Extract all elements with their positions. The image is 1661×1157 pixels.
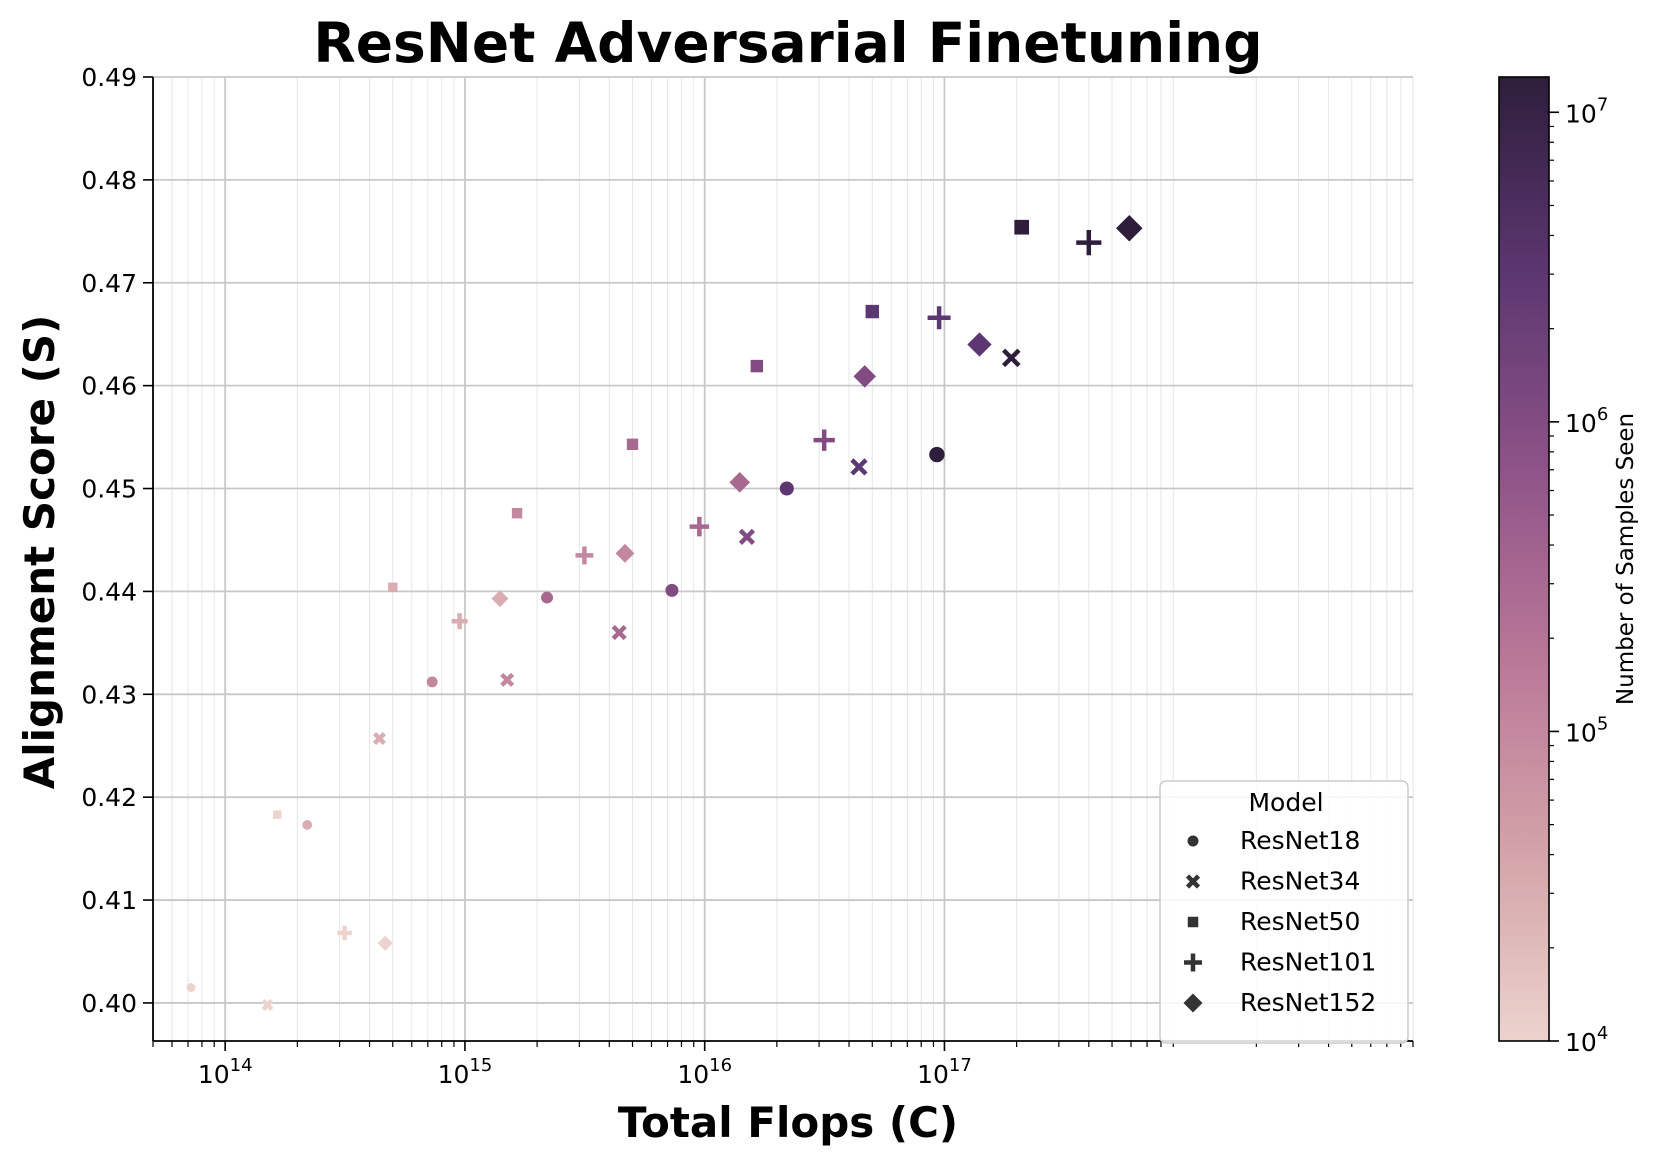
y-tick-label: 0.46 [81, 372, 137, 401]
y-tick-label: 0.40 [81, 989, 137, 1018]
legend-marker [1187, 916, 1199, 928]
data-point [426, 676, 438, 688]
data-point [377, 935, 393, 951]
y-tick-label: 0.43 [81, 680, 137, 709]
data-point [451, 613, 468, 630]
y-tick-label: 0.41 [81, 886, 137, 915]
x-axis-label: Total Flops (C) [618, 1098, 958, 1147]
legend-label: ResNet152 [1240, 988, 1376, 1017]
y-axis-label: Alignment Score (S) [15, 315, 64, 790]
data-point [273, 810, 282, 819]
data-point [1076, 230, 1102, 256]
x-tick-label: 1017 [917, 1055, 972, 1089]
data-point [1001, 348, 1021, 368]
colorbar-tick-label: 104 [1565, 1023, 1608, 1057]
legend-marker [1185, 874, 1201, 889]
data-point [738, 528, 756, 545]
legend-label: ResNet34 [1240, 867, 1360, 896]
y-tick-label: 0.48 [81, 166, 137, 195]
legend-marker [1187, 835, 1199, 847]
data-point [1115, 214, 1143, 242]
legend-title: Model [1248, 788, 1323, 817]
data-point [929, 446, 945, 463]
legend: Model ResNet18 ResNet34 ResNet50 ResNet101 R… [1159, 780, 1409, 1044]
y-tick-label: 0.49 [81, 63, 137, 92]
y-tick-label: 0.42 [81, 783, 137, 812]
legend-marker [1183, 993, 1203, 1013]
data-point [689, 516, 710, 537]
data-point [729, 472, 751, 493]
data-point [865, 304, 879, 319]
legend-label: ResNet50 [1240, 907, 1360, 936]
data-point [261, 998, 274, 1011]
data-point [611, 625, 627, 641]
data-points [186, 214, 1143, 1011]
colorbar-tick-label: 105 [1565, 713, 1608, 747]
data-point [1014, 219, 1030, 235]
data-point [511, 508, 523, 519]
x-tick-label: 1016 [677, 1055, 732, 1089]
colorbar: Number of Samples Seen 104 105 106 107 [1498, 76, 1639, 1057]
legend-box [1159, 780, 1409, 1044]
data-point [491, 590, 509, 608]
data-point [372, 732, 386, 746]
data-point [813, 429, 835, 451]
colorbar-tick-label: 106 [1565, 404, 1608, 438]
data-point [541, 591, 553, 604]
data-point [302, 820, 313, 830]
y-tick-label: 0.47 [81, 269, 137, 298]
colorbar-tick-label: 107 [1565, 94, 1608, 128]
x-tick-label: 1015 [438, 1055, 493, 1089]
chart-title: ResNet Adversarial Finetuning [313, 11, 1262, 75]
data-point [186, 983, 196, 992]
data-point [665, 583, 679, 597]
data-point [575, 546, 594, 565]
y-tick-label: 0.45 [81, 475, 137, 504]
data-point [626, 438, 639, 450]
colorbar-gradient [1498, 76, 1550, 1042]
colorbar-label: Number of Samples Seen [1613, 413, 1639, 705]
data-point [927, 306, 951, 330]
legend-marker [1184, 953, 1202, 972]
data-point [853, 365, 876, 388]
data-point [337, 925, 352, 941]
x-tick-label: 1014 [198, 1055, 253, 1089]
data-point [388, 582, 398, 592]
data-point [850, 458, 868, 476]
axes: 1014 1015 1016 1017 0.40 0.41 0.42 0.43 0.44 0.45… [81, 63, 1414, 1089]
legend-label: ResNet18 [1240, 826, 1360, 855]
data-point [779, 481, 794, 496]
data-point [500, 672, 515, 687]
data-point [750, 359, 764, 373]
legend-label: ResNet101 [1240, 948, 1376, 977]
data-point [967, 332, 992, 357]
data-point [615, 543, 635, 563]
y-tick-label: 0.44 [81, 577, 137, 606]
